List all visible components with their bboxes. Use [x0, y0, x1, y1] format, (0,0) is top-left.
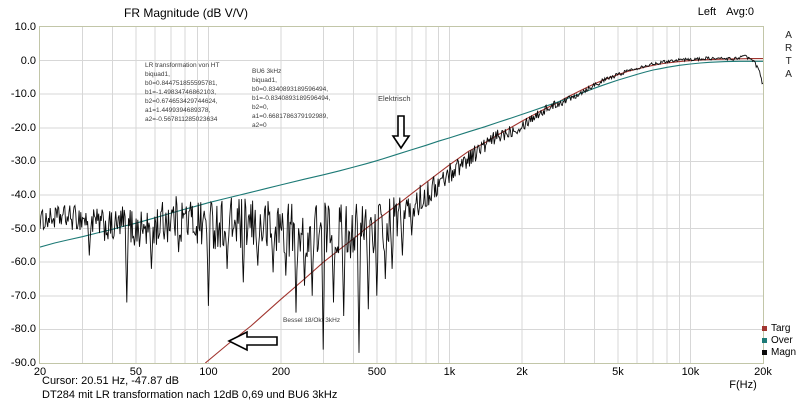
x-tick-label: 100	[199, 366, 218, 378]
x-tick-label: 20	[33, 366, 47, 378]
x-tick-label: 20k	[754, 366, 772, 378]
arta-logo-letter: T	[785, 56, 792, 67]
y-tick-label: -90.0	[10, 357, 36, 369]
x-tick-label: 5k	[612, 366, 624, 378]
x-tick-label: 50	[129, 366, 143, 378]
legend-label: Over	[771, 334, 793, 346]
cursor-readout: Cursor: 20.51 Hz, -47.87 dB	[42, 375, 179, 387]
arta-logo-letter: A	[785, 69, 792, 80]
over-swatch-icon	[762, 337, 767, 343]
x-tick-label: 200	[271, 366, 291, 378]
elektrisch-label: Elektrisch	[378, 94, 411, 103]
x-axis-unit: F(Hz)	[729, 379, 757, 391]
channel-status: Left Avg:0	[698, 6, 754, 18]
arta-logo-letter: A	[785, 30, 792, 41]
legend-label: Targ	[771, 322, 791, 334]
targ-swatch-icon	[762, 325, 767, 331]
gridlines	[40, 27, 763, 363]
y-tick-label: -70.0	[10, 289, 36, 302]
arta-logo-letter: R	[785, 43, 793, 54]
legend-item-targ: Targ	[762, 322, 796, 334]
lr-biquad-annotation: LR transformation von HT biquad1, b0=0.8…	[145, 62, 220, 123]
legend: Targ Over Magn	[762, 322, 796, 358]
y-tick-label: 10.0	[14, 21, 36, 33]
x-tick-label: 500	[367, 366, 387, 378]
down-arrow-icon	[391, 115, 411, 150]
left-arrow-icon	[227, 330, 278, 352]
bu6-biquad-annotation: BU6 3kHz biquad1, b0=0.8340893189596494,…	[252, 68, 331, 129]
page-title: FR Magnitude (dB V/V)	[124, 6, 249, 20]
x-tick-label: 10k	[681, 366, 700, 378]
y-tick-label: -40.0	[10, 189, 36, 201]
x-tick-label: 1k	[443, 366, 456, 378]
magn-curve	[40, 54, 763, 353]
y-tick-label: -20.0	[10, 121, 36, 134]
channel-label: Left	[697, 6, 717, 18]
fr-magnitude-chart	[40, 27, 763, 363]
y-tick-label: -10.0	[10, 88, 36, 101]
avg-counter: Avg:0	[726, 6, 754, 18]
y-tick-label: -50.0	[10, 222, 36, 235]
legend-label: Magn	[771, 346, 797, 358]
measurement-description: DT284 mit LR transformation nach 12dB 0,…	[42, 389, 338, 401]
x-tick-label: 2k	[516, 366, 528, 378]
legend-item-over: Over	[762, 334, 796, 346]
y-tick-label: 0.0	[20, 54, 36, 67]
y-tick-label: -30.0	[10, 155, 36, 168]
y-tick-label: -60.0	[10, 256, 36, 269]
plot-area[interactable]	[39, 26, 764, 364]
y-tick-label: -80.0	[10, 323, 36, 336]
bessel-label: Bessel 18/Okt 3kHz	[283, 317, 341, 324]
legend-item-magn: Magn	[762, 346, 796, 358]
magn-swatch-icon	[762, 349, 767, 355]
